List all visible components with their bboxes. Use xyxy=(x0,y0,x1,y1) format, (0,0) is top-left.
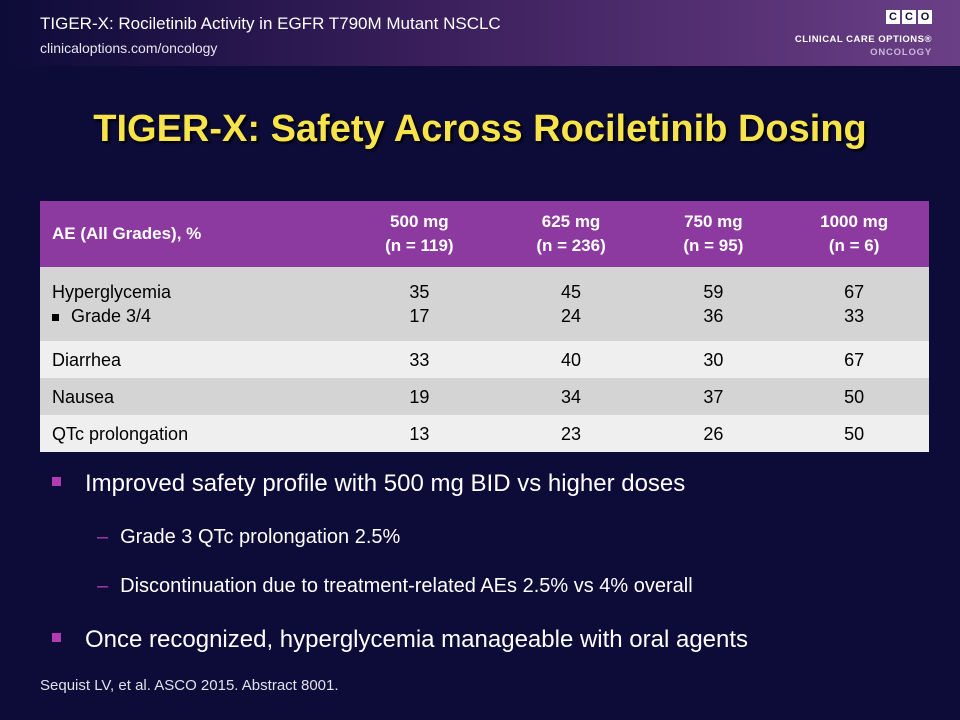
table-cell: 26 xyxy=(703,423,724,444)
column-header: AE (All Grades), % xyxy=(52,224,202,243)
column-header: 500 mg (n = 119) xyxy=(385,212,454,255)
table-cell: 13 xyxy=(409,423,430,444)
row-label: Diarrhea xyxy=(52,349,122,370)
table-cell: 33 xyxy=(409,349,430,370)
column-header: 625 mg (n = 236) xyxy=(536,212,606,255)
table-header-row: AE (All Grades), % 500 mg (n = 119) 625 m… xyxy=(40,201,929,267)
table-cell: 34 xyxy=(561,386,582,407)
table-cell: 45 24 xyxy=(561,282,582,326)
table-cell: 30 xyxy=(703,349,724,370)
slide-title: TIGER-X: Safety Across Rociletinib Dosin… xyxy=(93,108,867,150)
table-cell: 50 xyxy=(844,386,865,407)
row-label: Nausea xyxy=(52,386,115,407)
logo-letters: C C O xyxy=(886,10,932,24)
table-row: Nausea 19 34 37 50 xyxy=(40,378,929,415)
logo-subtitle: ONCOLOGY xyxy=(870,47,932,58)
column-header: 1000 mg (n = 6) xyxy=(820,212,889,255)
row-label: QTc prolongation xyxy=(52,423,189,444)
bullet-square-icon xyxy=(52,477,61,487)
table-cell: 59 36 xyxy=(703,282,724,326)
table-cell: 23 xyxy=(561,423,582,444)
bullet-square-icon xyxy=(52,313,59,321)
table-cell: 37 xyxy=(703,386,724,407)
logo-name: CLINICAL CARE OPTIONS® xyxy=(794,34,932,45)
bullet-item: Once recognized, hyperglycemia manageabl… xyxy=(52,626,748,654)
logo-letter: O xyxy=(918,10,932,24)
dash-icon: – xyxy=(97,575,109,597)
safety-table: AE (All Grades), % 500 mg (n = 119) 625 m… xyxy=(40,201,929,452)
sub-bullet-item: – Grade 3 QTc prolongation 2.5% xyxy=(97,526,401,548)
table-cell: 19 xyxy=(409,386,430,407)
sub-bullet-item: – Discontinuation due to treatment-relate… xyxy=(97,575,693,597)
column-header: 750 mg (n = 95) xyxy=(683,212,744,255)
header-url: clinicaloptions.com/oncology xyxy=(40,40,218,56)
logo-letter: C xyxy=(902,10,916,24)
citation: Sequist LV, et al. ASCO 2015. Abstract 8… xyxy=(40,677,339,694)
cco-logo: C C O CLINICAL CARE OPTIONS® ONCOLOGY xyxy=(782,8,932,60)
table-row: Diarrhea 33 40 30 67 xyxy=(40,341,929,378)
dash-icon: – xyxy=(97,526,109,548)
table-row: Hyperglycemia Grade 3/4 35 17 45 24 59 36 6… xyxy=(40,267,929,341)
table-cell: 67 xyxy=(844,349,865,370)
bullet-square-icon xyxy=(52,633,61,643)
row-label: Hyperglycemia Grade 3/4 xyxy=(52,282,172,326)
table-row: QTc prolongation 13 23 26 50 xyxy=(40,415,929,452)
bullet-item: Improved safety profile with 500 mg BID … xyxy=(52,470,685,498)
header-bar: TIGER-X: Rociletinib Activity in EGFR T7… xyxy=(0,0,960,66)
logo-letter: C xyxy=(886,10,900,24)
table-cell: 67 33 xyxy=(844,282,865,326)
table-cell: 40 xyxy=(561,349,582,370)
table-cell: 50 xyxy=(844,423,865,444)
header-title: TIGER-X: Rociletinib Activity in EGFR T7… xyxy=(40,14,501,33)
table-cell: 35 17 xyxy=(409,282,430,326)
